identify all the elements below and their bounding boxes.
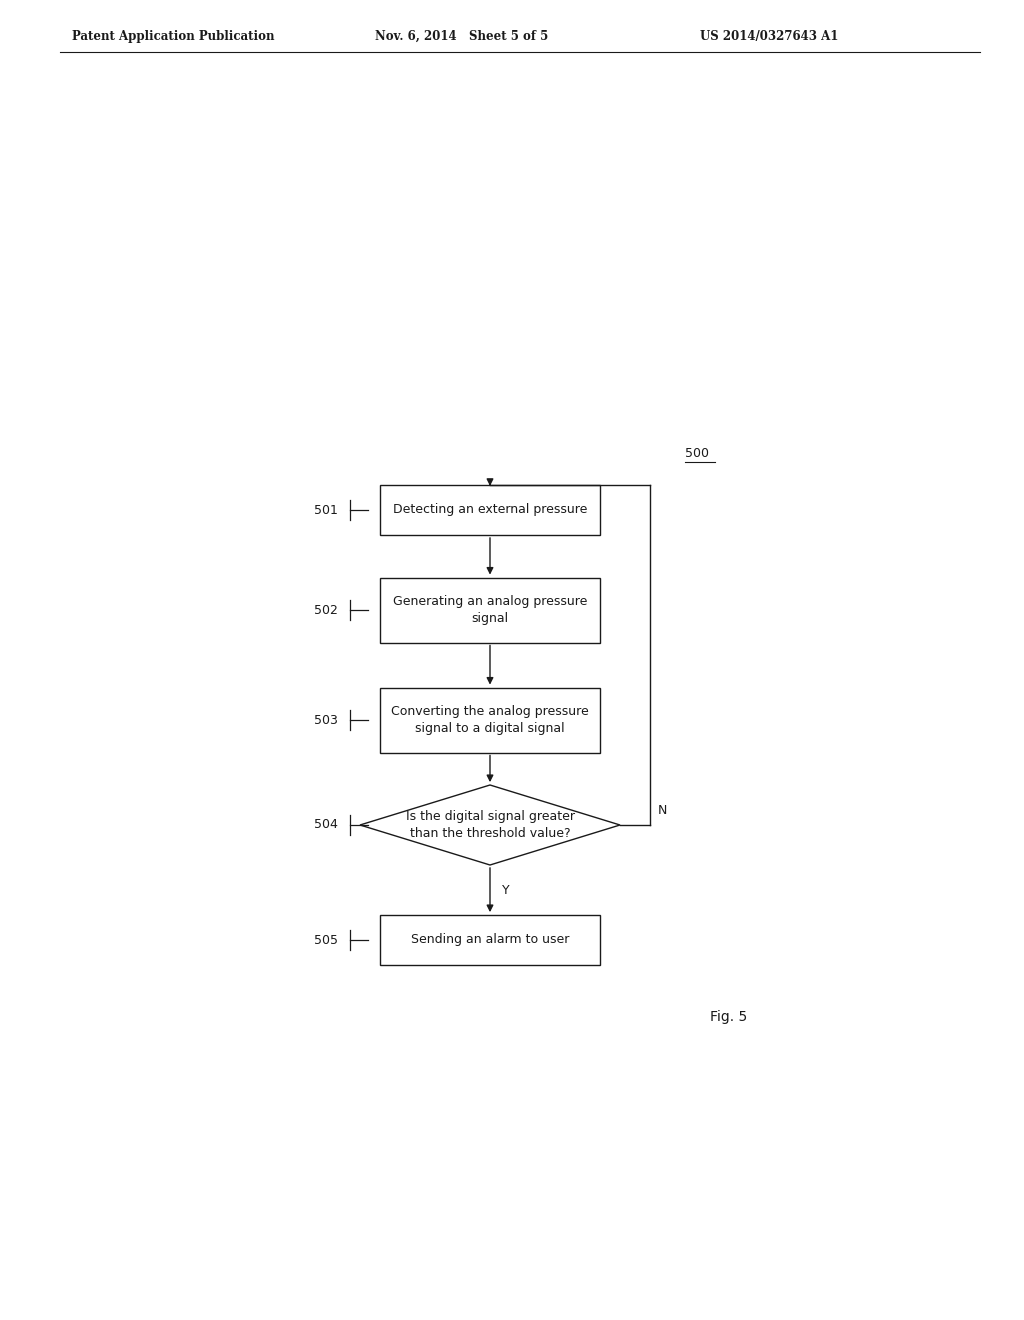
- Bar: [380, 915, 600, 965]
- Bar: [380, 688, 600, 752]
- Text: 504: 504: [314, 818, 338, 832]
- Text: 501: 501: [314, 503, 338, 516]
- Polygon shape: [360, 785, 620, 865]
- Text: Detecting an external pressure: Detecting an external pressure: [393, 503, 587, 516]
- Text: N: N: [658, 804, 668, 817]
- Text: Generating an analog pressure
signal: Generating an analog pressure signal: [393, 595, 587, 624]
- Text: Is the digital signal greater
than the threshold value?: Is the digital signal greater than the t…: [406, 810, 574, 840]
- Text: Fig. 5: Fig. 5: [710, 1010, 748, 1024]
- Bar: [380, 578, 600, 643]
- Text: 505: 505: [314, 933, 338, 946]
- Bar: [380, 484, 600, 535]
- Text: Y: Y: [502, 883, 510, 896]
- Text: 502: 502: [314, 603, 338, 616]
- Text: 500: 500: [685, 447, 709, 459]
- Text: Nov. 6, 2014   Sheet 5 of 5: Nov. 6, 2014 Sheet 5 of 5: [375, 30, 548, 44]
- Text: Converting the analog pressure
signal to a digital signal: Converting the analog pressure signal to…: [391, 705, 589, 735]
- Text: US 2014/0327643 A1: US 2014/0327643 A1: [700, 30, 839, 44]
- Text: Patent Application Publication: Patent Application Publication: [72, 30, 274, 44]
- Text: Sending an alarm to user: Sending an alarm to user: [411, 933, 569, 946]
- Text: 503: 503: [314, 714, 338, 726]
